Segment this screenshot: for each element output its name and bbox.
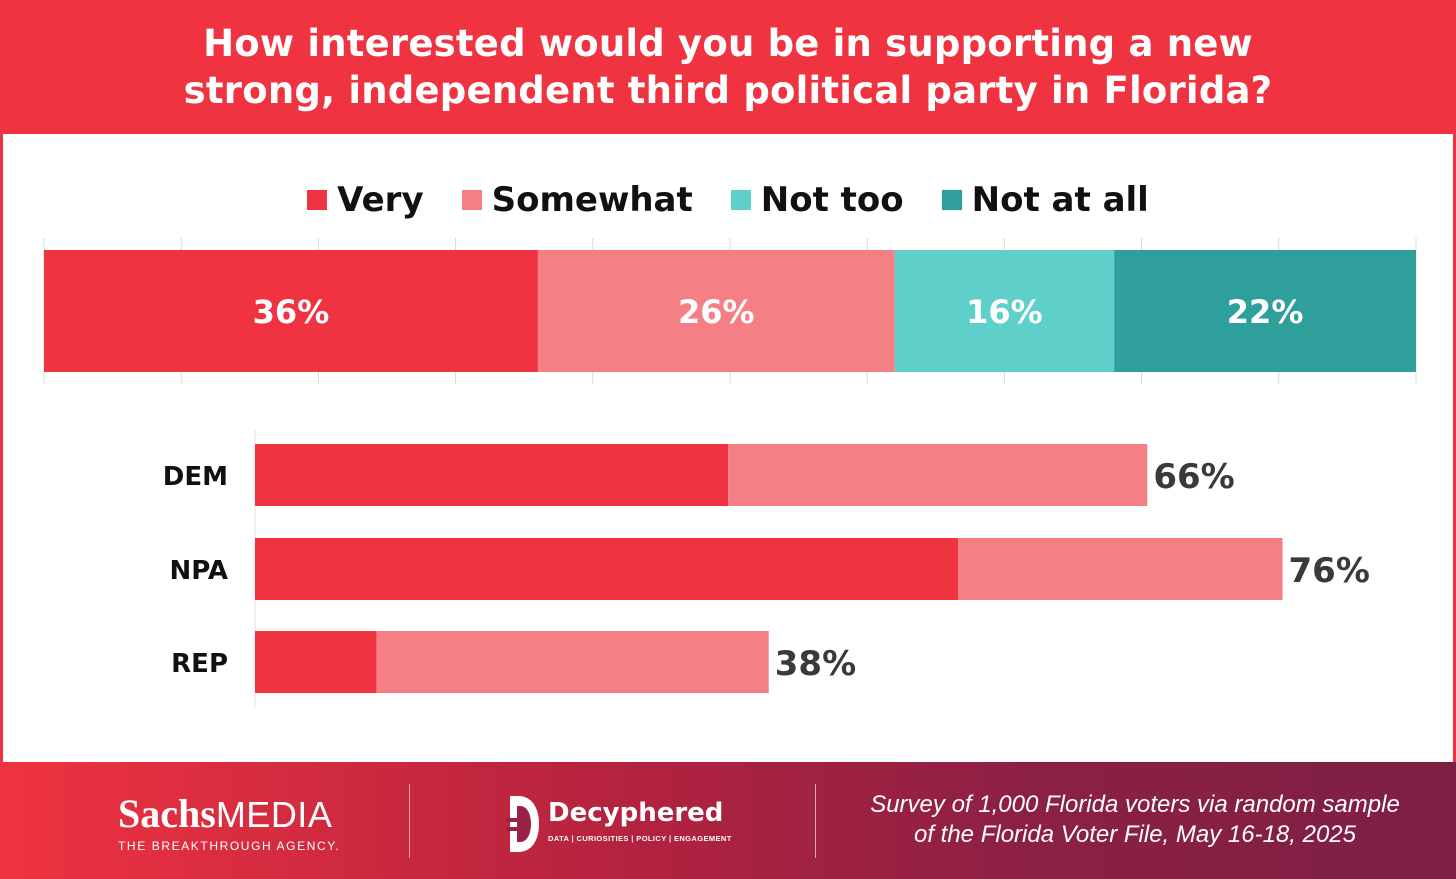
category-label-rep: REP bbox=[171, 649, 228, 679]
bar-overall-somewhat bbox=[537, 250, 895, 372]
footer-divider-1 bbox=[409, 784, 410, 858]
footer: SachsMEDIA THE BREAKTHROUGH AGENCY. Decy… bbox=[0, 762, 1456, 879]
legend-item-very: Very bbox=[307, 180, 424, 220]
sachs-media-tagline: THE BREAKTHROUGH AGENCY. bbox=[118, 839, 341, 853]
bar-overall-not-too bbox=[894, 250, 1115, 372]
bar-rep-somewhat bbox=[376, 631, 769, 693]
decyphered-logo: Decyphered DATA | CURIOSITIES | POLICY |… bbox=[506, 794, 736, 854]
total-label-rep: 38% bbox=[775, 644, 856, 684]
legend: Very Somewhat Not too Not at all bbox=[3, 178, 1453, 222]
legend-swatch-not-too bbox=[730, 190, 751, 210]
category-label-npa: NPA bbox=[169, 556, 228, 586]
footer-divider-2 bbox=[815, 784, 816, 858]
legend-label-not-too: Not too bbox=[760, 180, 904, 220]
bar-overall-not-at-all bbox=[1114, 250, 1416, 372]
legend-label-not-at-all: Not at all bbox=[971, 180, 1149, 220]
bar-dem-very bbox=[255, 444, 729, 506]
sachs-media-logo: SachsMEDIA THE BREAKTHROUGH AGENCY. bbox=[118, 792, 350, 854]
chart-svg: 36% 26% 16% 22% DEM 66% NPA 76% REP 38% bbox=[43, 238, 1417, 708]
survey-note: Survey of 1,000 Florida voters via rando… bbox=[830, 790, 1440, 850]
sachs-media-wordmark: SachsMEDIA bbox=[118, 792, 350, 837]
legend-label-very: Very bbox=[337, 180, 424, 220]
chart-title-line-1: How interested would you be in supportin… bbox=[203, 22, 1253, 65]
bar-overall-very bbox=[44, 250, 538, 372]
legend-item-somewhat: Somewhat bbox=[461, 180, 693, 220]
bar-rep-very bbox=[255, 631, 377, 693]
total-label-dem: 66% bbox=[1153, 457, 1234, 497]
legend-item-not-too: Not too bbox=[730, 180, 904, 220]
legend-item-not-at-all: Not at all bbox=[941, 180, 1149, 220]
bar-label-overall-very: 36% bbox=[253, 293, 330, 331]
chart-panel: Very Somewhat Not too Not at all 36% 26% 1… bbox=[3, 134, 1453, 762]
legend-label-somewhat: Somewhat bbox=[491, 180, 693, 220]
category-label-dem: DEM bbox=[163, 462, 228, 492]
bar-dem-somewhat bbox=[728, 444, 1148, 506]
bar-npa-very bbox=[255, 538, 959, 600]
decyphered-subtitle: DATA | CURIOSITIES | POLICY | ENGAGEMENT bbox=[548, 834, 732, 843]
legend-swatch-somewhat bbox=[461, 190, 482, 210]
survey-note-line-2: of the Florida Voter File, May 16-18, 20… bbox=[913, 821, 1356, 848]
decyphered-mark-icon bbox=[506, 796, 539, 852]
decyphered-name: Decyphered bbox=[548, 798, 724, 828]
sachs-wordmark-bold: Sachs bbox=[118, 791, 216, 836]
sachs-wordmark-light: MEDIA bbox=[215, 794, 333, 835]
total-label-npa: 76% bbox=[1289, 551, 1370, 591]
legend-swatch-not-at-all bbox=[941, 190, 962, 210]
bar-label-overall-not-at-all: 22% bbox=[1227, 293, 1304, 331]
survey-note-line-1: Survey of 1,000 Florida voters via rando… bbox=[870, 791, 1400, 818]
legend-swatch-very bbox=[307, 190, 328, 210]
bar-npa-somewhat bbox=[958, 538, 1283, 600]
bar-label-overall-not-too: 16% bbox=[966, 293, 1043, 331]
bar-label-overall-somewhat: 26% bbox=[678, 293, 755, 331]
chart-title-line-2: strong, independent third political part… bbox=[183, 69, 1273, 112]
chart-header: How interested would you be in supportin… bbox=[0, 0, 1456, 134]
